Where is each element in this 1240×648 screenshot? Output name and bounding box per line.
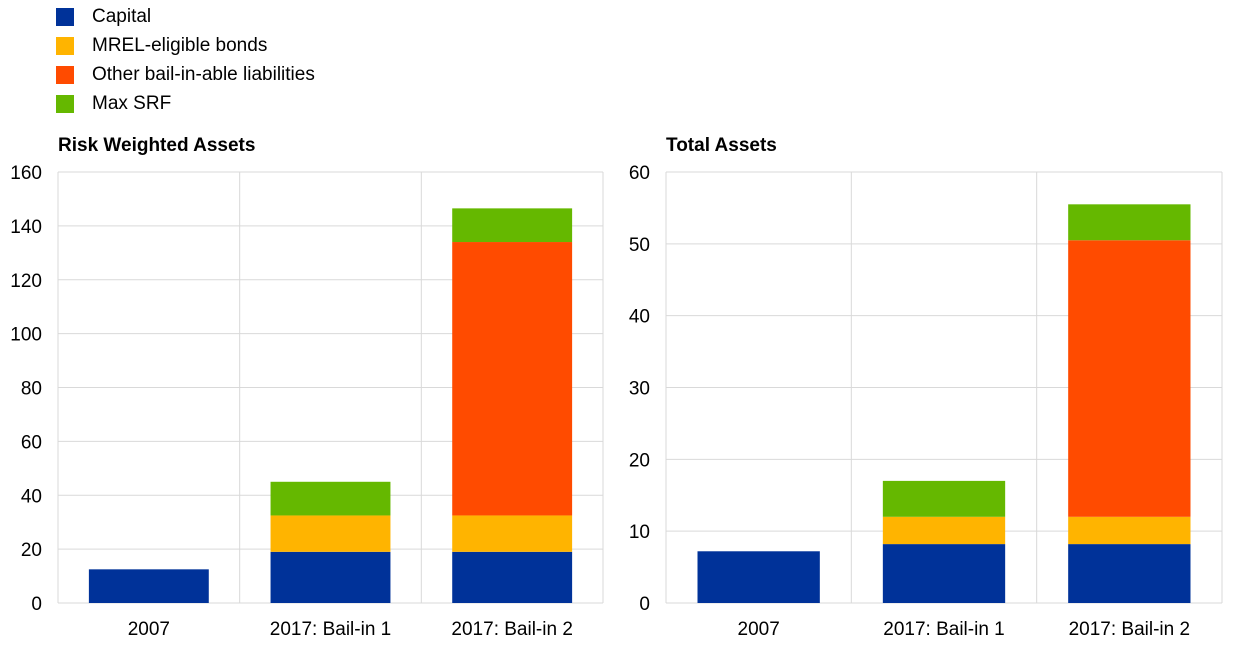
chart2-ytick-label: 10 [629,522,650,543]
chart2-bar-capital-2017-bail-in-1 [882,544,1006,603]
chart1-bar-other-bail-in-able-liabilities-2017-bail-in-2 [452,242,573,516]
chart2-xtick-label: 2017: Bail-in 2 [1069,619,1190,640]
chart1-ytick-label: 0 [31,594,42,615]
chart2-ytick-label: 20 [629,450,650,471]
legend-item-srf: Max SRF [56,89,315,118]
legend: Capital MREL-eligible bonds Other bail-i… [56,2,315,118]
chart1-bar-mrel-eligible-bonds-2017-bail-in-1 [270,515,391,552]
chart1-ytick-label: 120 [10,271,42,292]
chart2-bar-capital-2007 [697,551,820,603]
chart1-bar-capital-2007 [88,569,209,603]
legend-label-other: Other bail-in-able liabilities [92,63,315,85]
chart2-ytick-label: 40 [629,307,650,328]
chart2-ytick-label: 50 [629,235,650,256]
chart1-xtick-label: 2017: Bail-in 1 [270,619,391,640]
legend-item-capital: Capital [56,2,315,31]
chart1-xtick-label: 2007 [128,619,170,640]
chart2-ytick-label: 60 [629,163,650,184]
chart2-bar-mrel-eligible-bonds-2017-bail-in-1 [882,516,1006,545]
legend-swatch-srf [56,94,74,113]
legend-swatch-other [56,65,74,84]
chart2-ytick-label: 30 [629,379,650,400]
legend-label-srf: Max SRF [92,92,172,114]
chart1-ytick-label: 40 [21,486,42,507]
legend-item-other: Other bail-in-able liabilities [56,60,315,89]
legend-label-capital: Capital [92,5,152,27]
legend-swatch-mrel [56,36,74,55]
chart1-xtick-label: 2017: Bail-in 2 [451,619,572,640]
chart1-bar-max-srf-2017-bail-in-2 [452,208,573,243]
chart1-ytick-label: 60 [21,432,42,453]
legend-swatch-capital [56,7,74,26]
chart2-ytick-label: 0 [639,594,650,615]
chart2-bar-capital-2017-bail-in-2 [1068,544,1191,603]
chart1-bar-mrel-eligible-bonds-2017-bail-in-2 [452,515,573,552]
chart2-bar-max-srf-2017-bail-in-2 [1068,204,1191,241]
chart1-ytick-label: 80 [21,379,42,400]
chart1-title: Risk Weighted Assets [58,135,255,156]
chart1-bar-capital-2017-bail-in-2 [452,551,573,603]
chart2-xtick-label: 2017: Bail-in 1 [883,619,1004,640]
chart1-bar-capital-2017-bail-in-1 [270,551,391,603]
chart2-bar-other-bail-in-able-liabilities-2017-bail-in-2 [1068,240,1191,517]
chart2-title: Total Assets [666,135,777,156]
chart1-ytick-label: 140 [10,217,42,238]
chart2-bar-mrel-eligible-bonds-2017-bail-in-2 [1068,516,1191,545]
legend-label-mrel: MREL-eligible bonds [92,34,268,56]
chart1-ytick-label: 20 [21,540,42,561]
chart1-ytick-label: 100 [10,325,42,346]
chart1-ytick-label: 160 [10,163,42,184]
legend-item-mrel: MREL-eligible bonds [56,31,315,60]
chart2-xtick-label: 2007 [738,619,780,640]
chart2-bar-max-srf-2017-bail-in-1 [882,480,1006,517]
chart1-bar-max-srf-2017-bail-in-1 [270,481,391,516]
